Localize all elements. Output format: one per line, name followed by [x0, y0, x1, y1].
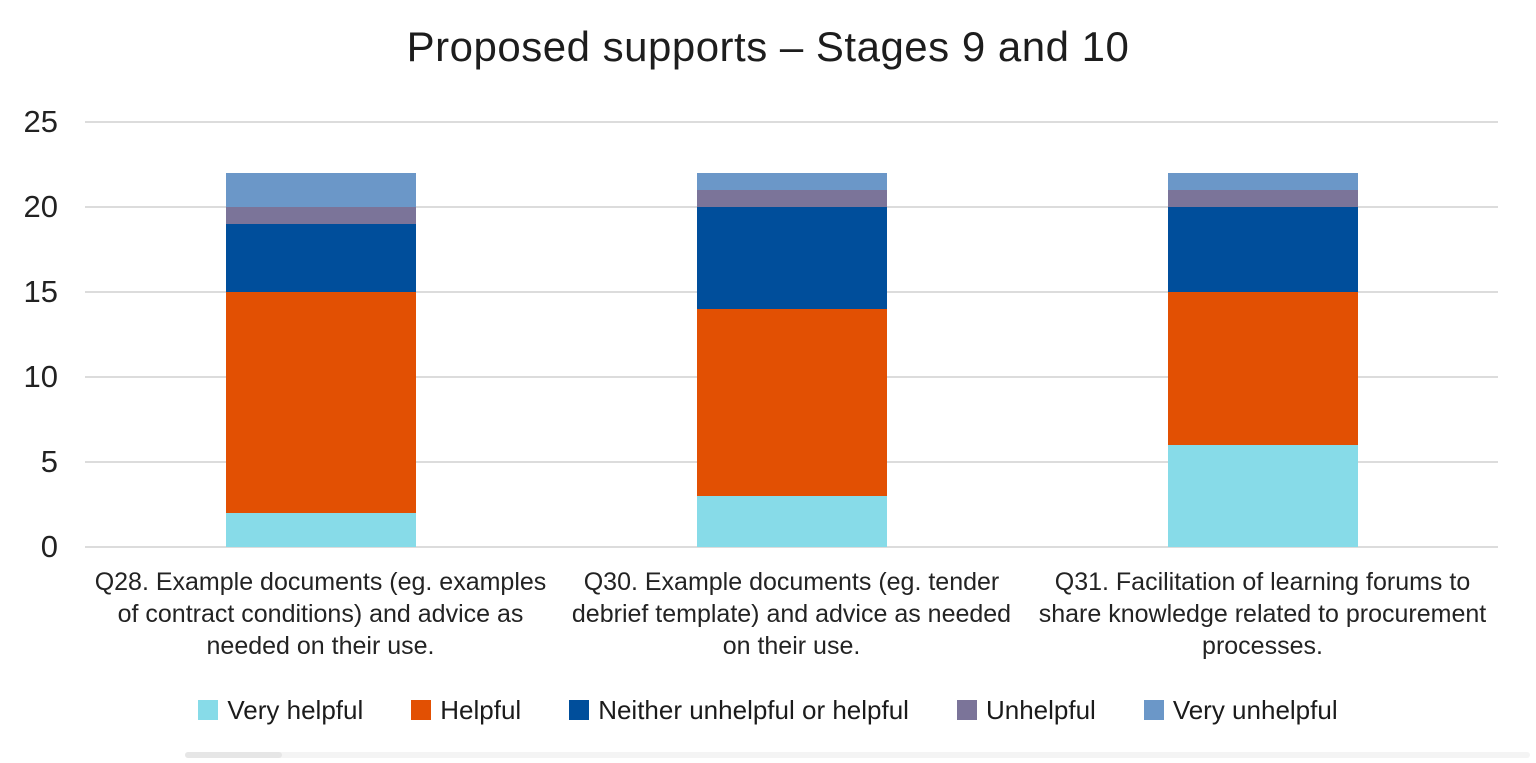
bar-segment-very-unhelpful — [225, 173, 416, 207]
legend-swatch — [411, 700, 432, 720]
y-axis-tick-label: 25 — [23, 104, 58, 139]
bar-segment-unhelpful — [1167, 190, 1358, 207]
bar-segment-unhelpful — [696, 190, 887, 207]
bar-segment-very-helpful — [225, 513, 416, 547]
bar-segment-neither-unhelpful-or-helpful — [1167, 207, 1358, 292]
bar-segment-very-helpful — [1167, 445, 1358, 547]
x-axis-category-label: Q31. Facilitation of learning forums to … — [1038, 568, 1487, 660]
legend-item-very-unhelpful: Very unhelpful — [1143, 694, 1338, 726]
stacked-bar — [225, 122, 416, 547]
stacked-bar — [1167, 122, 1358, 547]
horizontal-scrollbar-track — [185, 752, 1530, 758]
legend-swatch — [1143, 700, 1164, 720]
legend-swatch — [956, 700, 977, 720]
bar-segment-very-unhelpful — [696, 173, 887, 190]
gridline — [85, 546, 1498, 548]
bar-segment-helpful — [696, 309, 887, 496]
y-axis-tick-label: 10 — [23, 359, 58, 394]
legend-item-label: Neither unhelpful or helpful — [598, 694, 909, 725]
bar-segment-neither-unhelpful-or-helpful — [696, 207, 887, 309]
legend-item-neither-unhelpful-or-helpful: Neither unhelpful or helpful — [569, 695, 909, 726]
bar-segment-very-helpful — [696, 496, 887, 547]
y-axis-tick-label: 20 — [23, 189, 58, 224]
legend-item-label: Very unhelpful — [1172, 694, 1338, 725]
legend-item-label: Very helpful — [227, 694, 364, 725]
x-axis-category-label: Q28. Example documents (eg. examples of … — [94, 568, 547, 660]
legend-item-label: Unhelpful — [985, 694, 1096, 725]
legend-item-very-helpful: Very helpful — [198, 695, 363, 726]
gridline — [85, 121, 1498, 123]
legend-item-unhelpful: Unhelpful — [956, 694, 1096, 726]
bar-segment-helpful — [225, 292, 416, 513]
bar-segment-neither-unhelpful-or-helpful — [225, 224, 416, 292]
legend-item-helpful: Helpful — [411, 695, 521, 726]
bar-segment-very-unhelpful — [1167, 173, 1358, 190]
chart-title: Proposed supports – Stages 9 and 10 — [406, 23, 1130, 70]
bar-segment-helpful — [1167, 292, 1358, 445]
x-axis-category-label: Q30. Example documents (eg. tender debri… — [571, 568, 1012, 660]
legend-swatch — [198, 700, 219, 720]
y-axis-tick-label: 5 — [40, 444, 58, 479]
legend-item-label: Helpful — [440, 694, 522, 725]
bar-segment-unhelpful — [225, 207, 416, 224]
horizontal-scrollbar-thumb[interactable] — [185, 752, 282, 758]
legend: Very helpful Helpful Neither unhelpful or … — [0, 692, 1536, 728]
y-axis-tick-label: 15 — [23, 274, 58, 309]
stacked-bar — [696, 122, 887, 547]
legend-swatch — [569, 700, 590, 720]
y-axis-tick-label: 0 — [40, 529, 58, 564]
